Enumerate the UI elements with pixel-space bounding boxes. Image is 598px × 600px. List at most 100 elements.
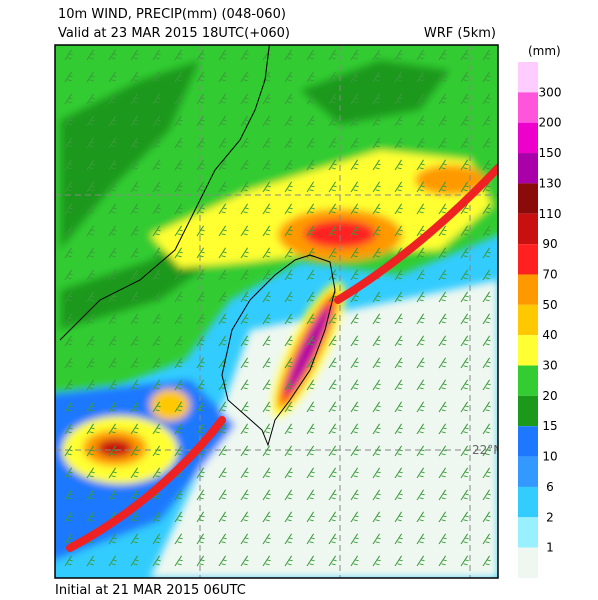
wind-barb — [152, 401, 161, 413]
wind-barb — [350, 379, 359, 391]
wind-barb — [262, 137, 271, 149]
wind-barb — [86, 115, 95, 127]
colorbar-swatch — [518, 92, 538, 123]
wind-barb — [350, 533, 359, 545]
wind-barb — [196, 335, 205, 347]
wind-barb — [416, 533, 425, 545]
wind-barb — [438, 181, 447, 193]
colorbar-label: 6 — [546, 480, 554, 494]
wind-barb — [262, 423, 271, 435]
wind-barb — [328, 533, 337, 545]
wind-barb — [108, 181, 117, 193]
wind-barb — [86, 203, 95, 215]
wind-barb — [108, 555, 117, 567]
wind-barb — [218, 269, 227, 281]
wind-barb — [262, 203, 271, 215]
wind-barb — [218, 401, 227, 413]
wind-barb — [328, 93, 337, 105]
wind-barb — [350, 467, 359, 479]
wind-barb — [174, 49, 183, 61]
wind-barb — [416, 423, 425, 435]
wind-barb — [394, 511, 403, 523]
wind-barb — [86, 423, 95, 435]
wind-barb — [152, 49, 161, 61]
colorbar-swatch — [518, 183, 538, 214]
wind-barb — [262, 379, 271, 391]
wind-barb — [416, 445, 425, 457]
wind-barb — [372, 159, 381, 171]
colorbar-label: 1 — [546, 541, 554, 555]
front-line — [334, 164, 498, 304]
wind-barb — [174, 445, 183, 457]
wind-barb — [108, 467, 117, 479]
wind-barb — [262, 533, 271, 545]
wind-barb — [460, 203, 469, 215]
wind-barb — [174, 555, 183, 567]
wind-barb — [328, 181, 337, 193]
wind-barb — [284, 489, 293, 501]
wind-barb — [306, 533, 315, 545]
wind-barb — [438, 379, 447, 391]
wind-barb — [240, 247, 249, 259]
wind-barb — [86, 313, 95, 325]
wind-barb — [482, 335, 491, 347]
wind-barb — [196, 93, 205, 105]
wind-barb — [394, 269, 403, 281]
wind-barb — [64, 137, 73, 149]
wind-barb — [438, 401, 447, 413]
wind-barb — [130, 71, 139, 83]
wind-barb — [394, 115, 403, 127]
wind-barb — [306, 511, 315, 523]
rain-area — [286, 306, 330, 394]
colorbar-label: 2 — [546, 510, 554, 524]
wind-barb — [218, 335, 227, 347]
wind-barb — [284, 555, 293, 567]
colorbar-swatch — [518, 395, 538, 427]
wind-barb — [64, 225, 73, 237]
wind-barb — [416, 115, 425, 127]
colorbar-swatch — [518, 456, 538, 487]
wind-barb — [438, 555, 447, 567]
wind-barb — [306, 379, 315, 391]
wind-barb — [328, 357, 337, 369]
colorbar-swatch — [518, 365, 538, 396]
wind-barb — [284, 313, 293, 325]
wind-barb — [86, 467, 95, 479]
wind-barb — [482, 511, 491, 523]
colorbar-swatch — [518, 244, 538, 275]
wind-barb — [218, 489, 227, 501]
wind-barb — [130, 291, 139, 303]
rain-area — [304, 220, 376, 248]
wind-barb — [438, 489, 447, 501]
wind-barb — [174, 335, 183, 347]
wind-barb — [372, 181, 381, 193]
wind-barb — [130, 335, 139, 347]
wind-barb — [262, 313, 271, 325]
wind-barb — [482, 269, 491, 281]
wind-barb — [350, 247, 359, 259]
wind-barb — [262, 159, 271, 171]
wind-barb — [372, 137, 381, 149]
wind-barb — [328, 49, 337, 61]
wind-barb — [152, 159, 161, 171]
rain-area — [150, 150, 492, 268]
wind-barb — [460, 291, 469, 303]
wind-barb — [86, 511, 95, 523]
wind-barb — [174, 137, 183, 149]
wind-barb — [438, 511, 447, 523]
wind-barb — [416, 291, 425, 303]
wind-barb — [108, 269, 117, 281]
wind-barb — [482, 357, 491, 369]
wind-barb — [284, 533, 293, 545]
wind-barb — [416, 269, 425, 281]
colorbar-swatch — [518, 153, 538, 184]
wind-barb — [482, 291, 491, 303]
wind-barb — [416, 93, 425, 105]
wind-barb — [284, 423, 293, 435]
wind-barb — [372, 401, 381, 413]
wind-barb — [196, 291, 205, 303]
wind-barb — [438, 423, 447, 435]
wind-barb — [460, 555, 469, 567]
wind-barb — [306, 203, 315, 215]
wind-barb — [350, 401, 359, 413]
